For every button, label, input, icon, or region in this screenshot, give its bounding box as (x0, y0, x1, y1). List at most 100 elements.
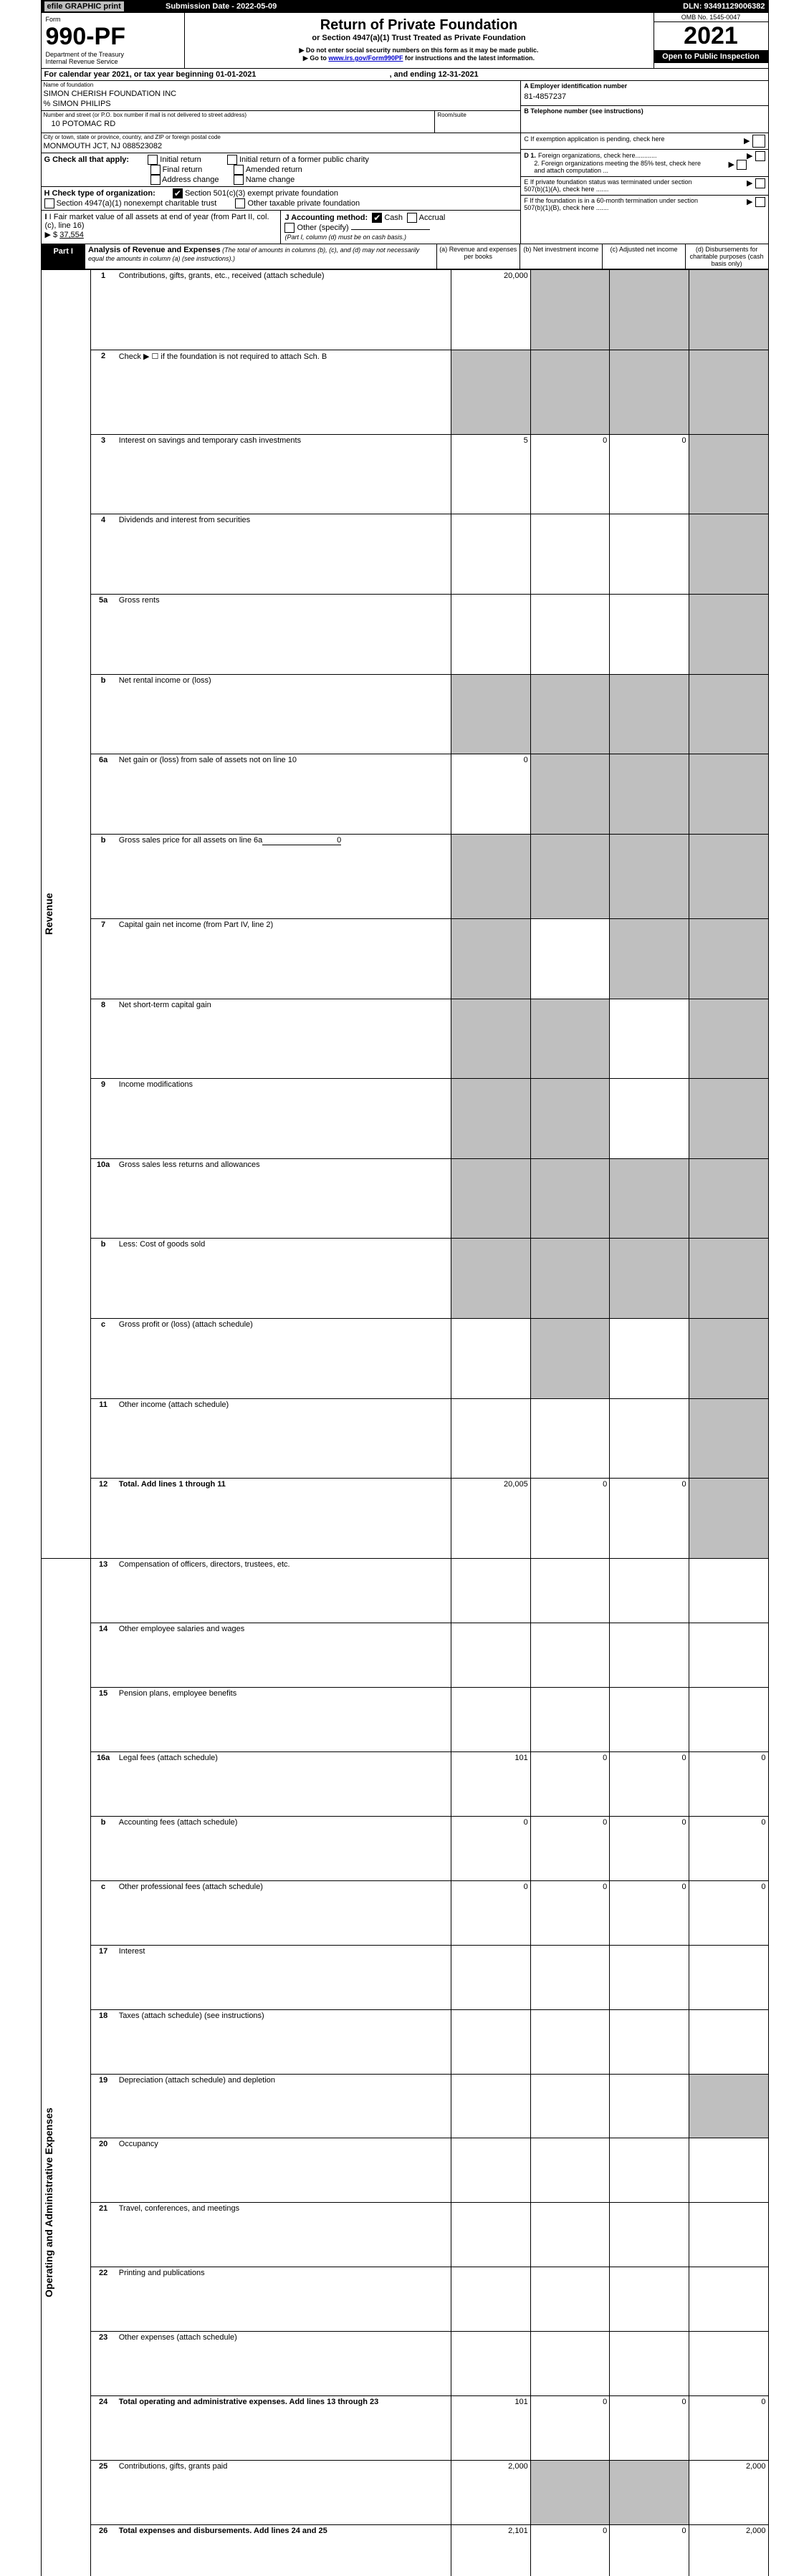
chk-501c3[interactable]: ✔ (173, 188, 183, 198)
row-num-r21: 21 (90, 2203, 116, 2267)
irs-link[interactable]: www.irs.gov/Form990PF (328, 54, 403, 62)
cell-r13-d (689, 1559, 768, 1623)
chk-other-method[interactable] (284, 223, 295, 233)
chk-C[interactable] (752, 135, 765, 148)
open-inspection: Open to Public Inspection (654, 50, 768, 63)
section-D: D 1. D 1. Foreign organizations, check h… (521, 150, 767, 177)
cell-r5a-c (610, 595, 689, 675)
part1-tag: Part I (41, 244, 85, 269)
cell-r8-d (689, 999, 768, 1079)
row-num-r19: 19 (90, 2074, 116, 2138)
cell-r22-a (451, 2267, 530, 2332)
row-label-r12: Total. Add lines 1 through 11 (116, 1479, 451, 1559)
row-num-r7: 7 (90, 919, 116, 999)
row-num-r10c: c (90, 1319, 116, 1399)
cal-end: 12-31-2021 (438, 70, 478, 79)
chk-address-change[interactable] (150, 175, 161, 185)
cell-r16b-b: 0 (530, 1816, 609, 1880)
chk-F[interactable] (755, 197, 765, 207)
cell-r24-d: 0 (689, 2396, 768, 2461)
opt-4947a1: Section 4947(a)(1) nonexempt charitable … (57, 199, 217, 208)
row-num-r16c: c (90, 1880, 116, 1945)
cell-r11-c (610, 1398, 689, 1479)
cell-r19-c (610, 2074, 689, 2138)
row-label-r10a: Gross sales less returns and allowances (116, 1158, 451, 1239)
cell-r8-c (610, 999, 689, 1079)
address-label: Number and street (or P.O. box number if… (42, 111, 435, 119)
row-label-r11: Other income (attach schedule) (116, 1398, 451, 1479)
cell-r14-b (530, 1623, 609, 1687)
chk-accrual[interactable] (407, 213, 417, 223)
cell-r10a-c (610, 1158, 689, 1239)
calendar-year-line: For calendar year 2021, or tax year begi… (41, 69, 769, 81)
row-label-r18: Taxes (attach schedule) (see instruction… (116, 2009, 451, 2074)
row-num-r16a: 16a (90, 1751, 116, 1816)
cell-r11-a (451, 1398, 530, 1479)
row-label-r15: Pension plans, employee benefits (116, 1687, 451, 1751)
chk-E[interactable] (755, 178, 765, 188)
cell-r25-d: 2,000 (689, 2461, 768, 2525)
row-num-r5a: 5a (90, 595, 116, 675)
dept-treasury: Department of the Treasury (46, 51, 180, 58)
row-num-r1: 1 (90, 270, 116, 350)
row-num-r8: 8 (90, 999, 116, 1079)
row-label-r26: Total expenses and disbursements. Add li… (116, 2525, 451, 2576)
cell-r6b-c (610, 834, 689, 918)
cell-r25-b (530, 2461, 609, 2525)
row-label-r13: Compensation of officers, directors, tru… (116, 1559, 451, 1623)
row-num-r26: 26 (90, 2525, 116, 2576)
cell-r20-d (689, 2138, 768, 2203)
row-label-r14: Other employee salaries and wages (116, 1623, 451, 1687)
cal-begin: 01-01-2021 (216, 70, 256, 79)
cell-r18-a (451, 2009, 530, 2074)
cell-r22-c (610, 2267, 689, 2332)
col-a-header: (a) Revenue and expenses per books (436, 244, 520, 269)
cell-r24-b: 0 (530, 2396, 609, 2461)
row-num-r23: 23 (90, 2332, 116, 2396)
chk-4947a1[interactable] (44, 198, 54, 208)
cell-r2-b (530, 350, 609, 434)
chk-initial-return[interactable] (148, 155, 158, 165)
I-label: I Fair market value of all assets at end… (45, 213, 269, 230)
cell-r3-a: 5 (451, 434, 530, 514)
chk-name-change[interactable] (234, 175, 244, 185)
cell-r1-c (610, 270, 689, 350)
cell-r18-d (689, 2009, 768, 2074)
chk-D1[interactable] (755, 151, 765, 161)
dln: DLN: 93491129006382 (603, 1, 768, 13)
cell-r25-a: 2,000 (451, 2461, 530, 2525)
row-num-r9: 9 (90, 1079, 116, 1159)
cell-r8-a (451, 999, 530, 1079)
chk-other-taxable[interactable] (235, 198, 245, 208)
efile-button[interactable]: efile GRAPHIC print (44, 1, 124, 11)
care-of: % SIMON PHILIPS (42, 99, 521, 110)
chk-D2[interactable] (737, 160, 747, 170)
cell-r20-b (530, 2138, 609, 2203)
note-goto-post: for instructions and the latest informat… (403, 54, 535, 62)
cell-r12-b: 0 (530, 1479, 609, 1559)
note-goto-pre: ▶ Go to (303, 54, 328, 62)
row-num-r2: 2 (90, 350, 116, 434)
chk-initial-former[interactable] (227, 155, 237, 165)
chk-final-return[interactable] (150, 165, 161, 175)
cell-r4-a (451, 514, 530, 595)
chk-amended-return[interactable] (234, 165, 244, 175)
cell-r26-a: 2,101 (451, 2525, 530, 2576)
section-H: H Check type of organization: ✔ Section … (42, 187, 521, 211)
opt-cash: Cash (384, 213, 403, 222)
row-num-r12: 12 (90, 1479, 116, 1559)
cell-r3-d (689, 434, 768, 514)
row-num-r20: 20 (90, 2138, 116, 2203)
cell-r12-c: 0 (610, 1479, 689, 1559)
row-label-r20: Occupancy (116, 2138, 451, 2203)
row-label-r19: Depreciation (attach schedule) and deple… (116, 2074, 451, 2138)
row-num-r13: 13 (90, 1559, 116, 1623)
cell-r22-b (530, 2267, 609, 2332)
row-num-r18: 18 (90, 2009, 116, 2074)
cell-r17-c (610, 1945, 689, 2009)
cell-r10a-a (451, 1158, 530, 1239)
chk-cash[interactable]: ✔ (372, 213, 382, 223)
cell-r7-c (610, 919, 689, 999)
cell-r10b-c (610, 1239, 689, 1319)
city-state-zip: MONMOUTH JCT, NJ 088523082 (42, 141, 521, 153)
